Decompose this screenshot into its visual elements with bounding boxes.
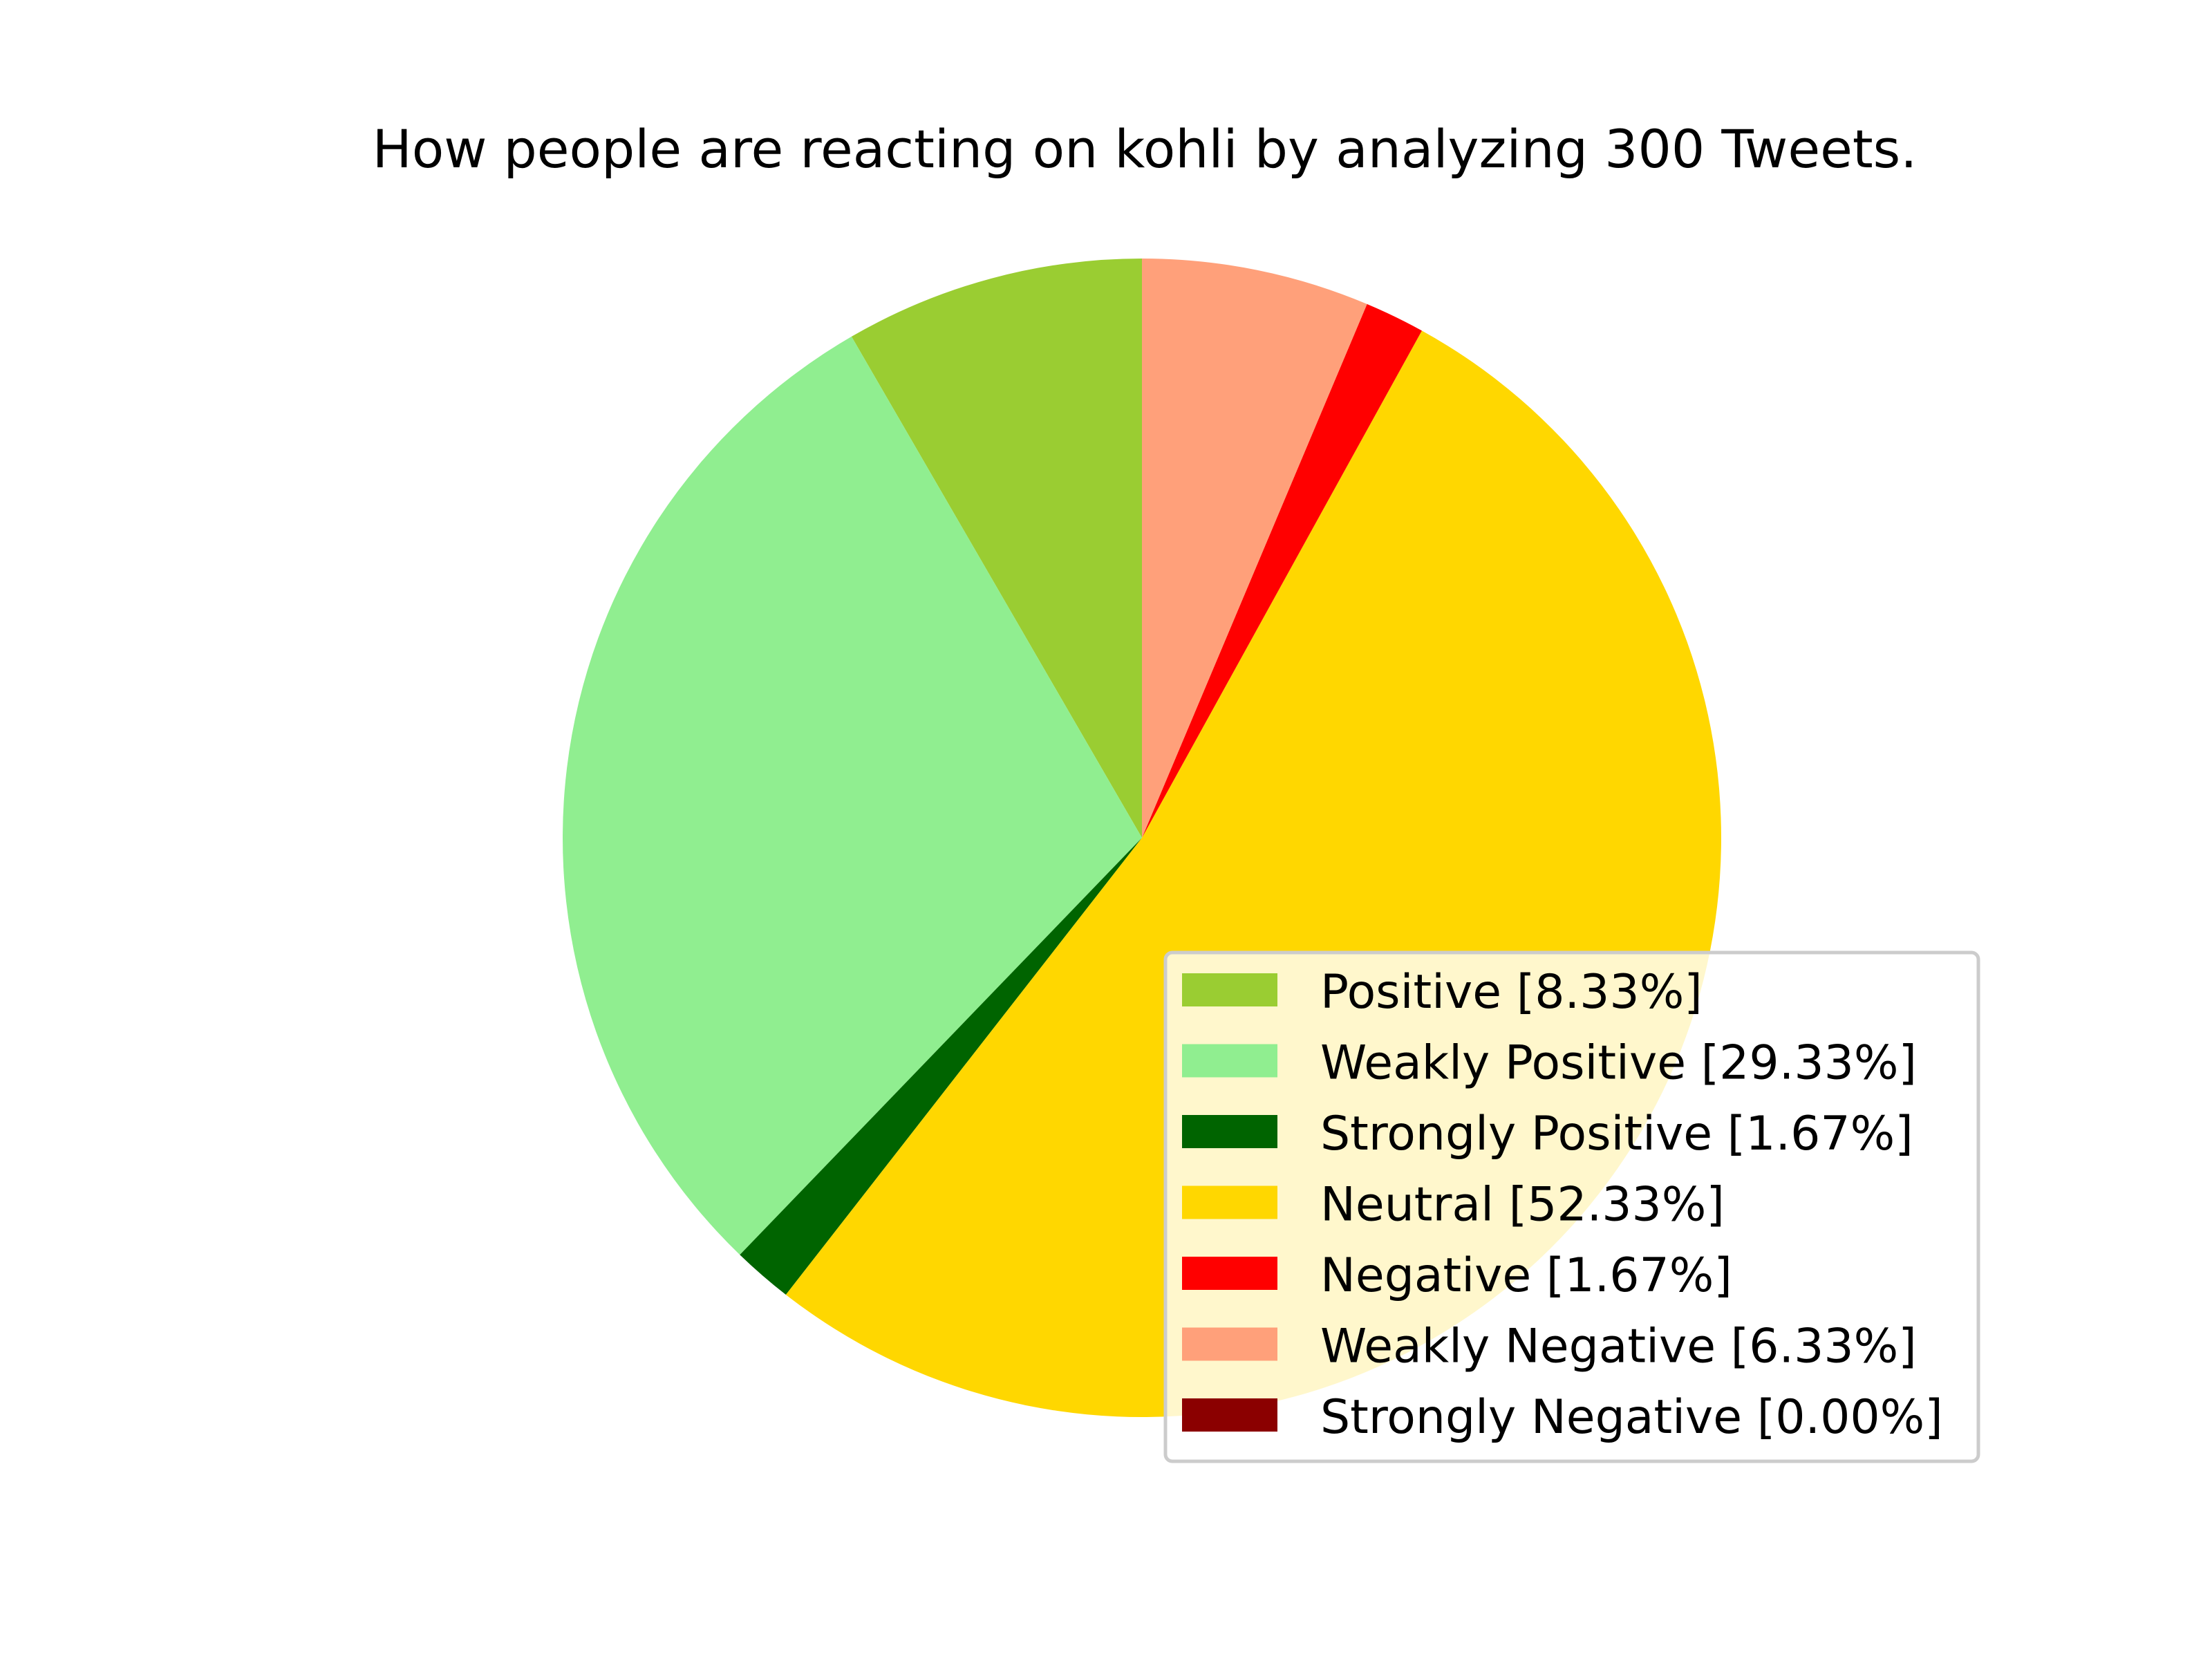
pie-slice-weakly-negative: [1142, 259, 1367, 838]
legend-swatch: [1182, 1044, 1277, 1078]
legend-label: Positive [8.33%]: [1320, 965, 1703, 1020]
legend-swatch: [1182, 1327, 1277, 1361]
legend: Positive [8.33%] Weakly Positive [29.33%]…: [1163, 950, 1980, 1463]
legend-swatch: [1182, 1115, 1277, 1148]
legend-swatch: [1182, 973, 1277, 1006]
pie-slice-strongly-positive: [740, 838, 1142, 1295]
chart-title: How people are reacting on kohli by anal…: [373, 118, 1918, 180]
legend-label: Strongly Negative [0.00%]: [1320, 1390, 1943, 1445]
legend-swatch: [1182, 1398, 1277, 1432]
legend-label: Negative [1.67%]: [1320, 1248, 1732, 1303]
legend-label: Weakly Positive [29.33%]: [1320, 1036, 1917, 1091]
pie-slice-negative: [1142, 303, 1422, 838]
legend-swatch: [1182, 1185, 1277, 1219]
legend-label: Weakly Negative [6.33%]: [1320, 1320, 1917, 1374]
legend-swatch: [1182, 1257, 1277, 1290]
legend-label: Neutral [52.33%]: [1320, 1178, 1725, 1232]
pie-slice-weakly-positive: [562, 336, 1142, 1255]
legend-frame: [1163, 950, 1980, 1463]
legend-label: Strongly Positive [1.67%]: [1320, 1107, 1913, 1161]
pie-slice-positive: [851, 259, 1142, 838]
